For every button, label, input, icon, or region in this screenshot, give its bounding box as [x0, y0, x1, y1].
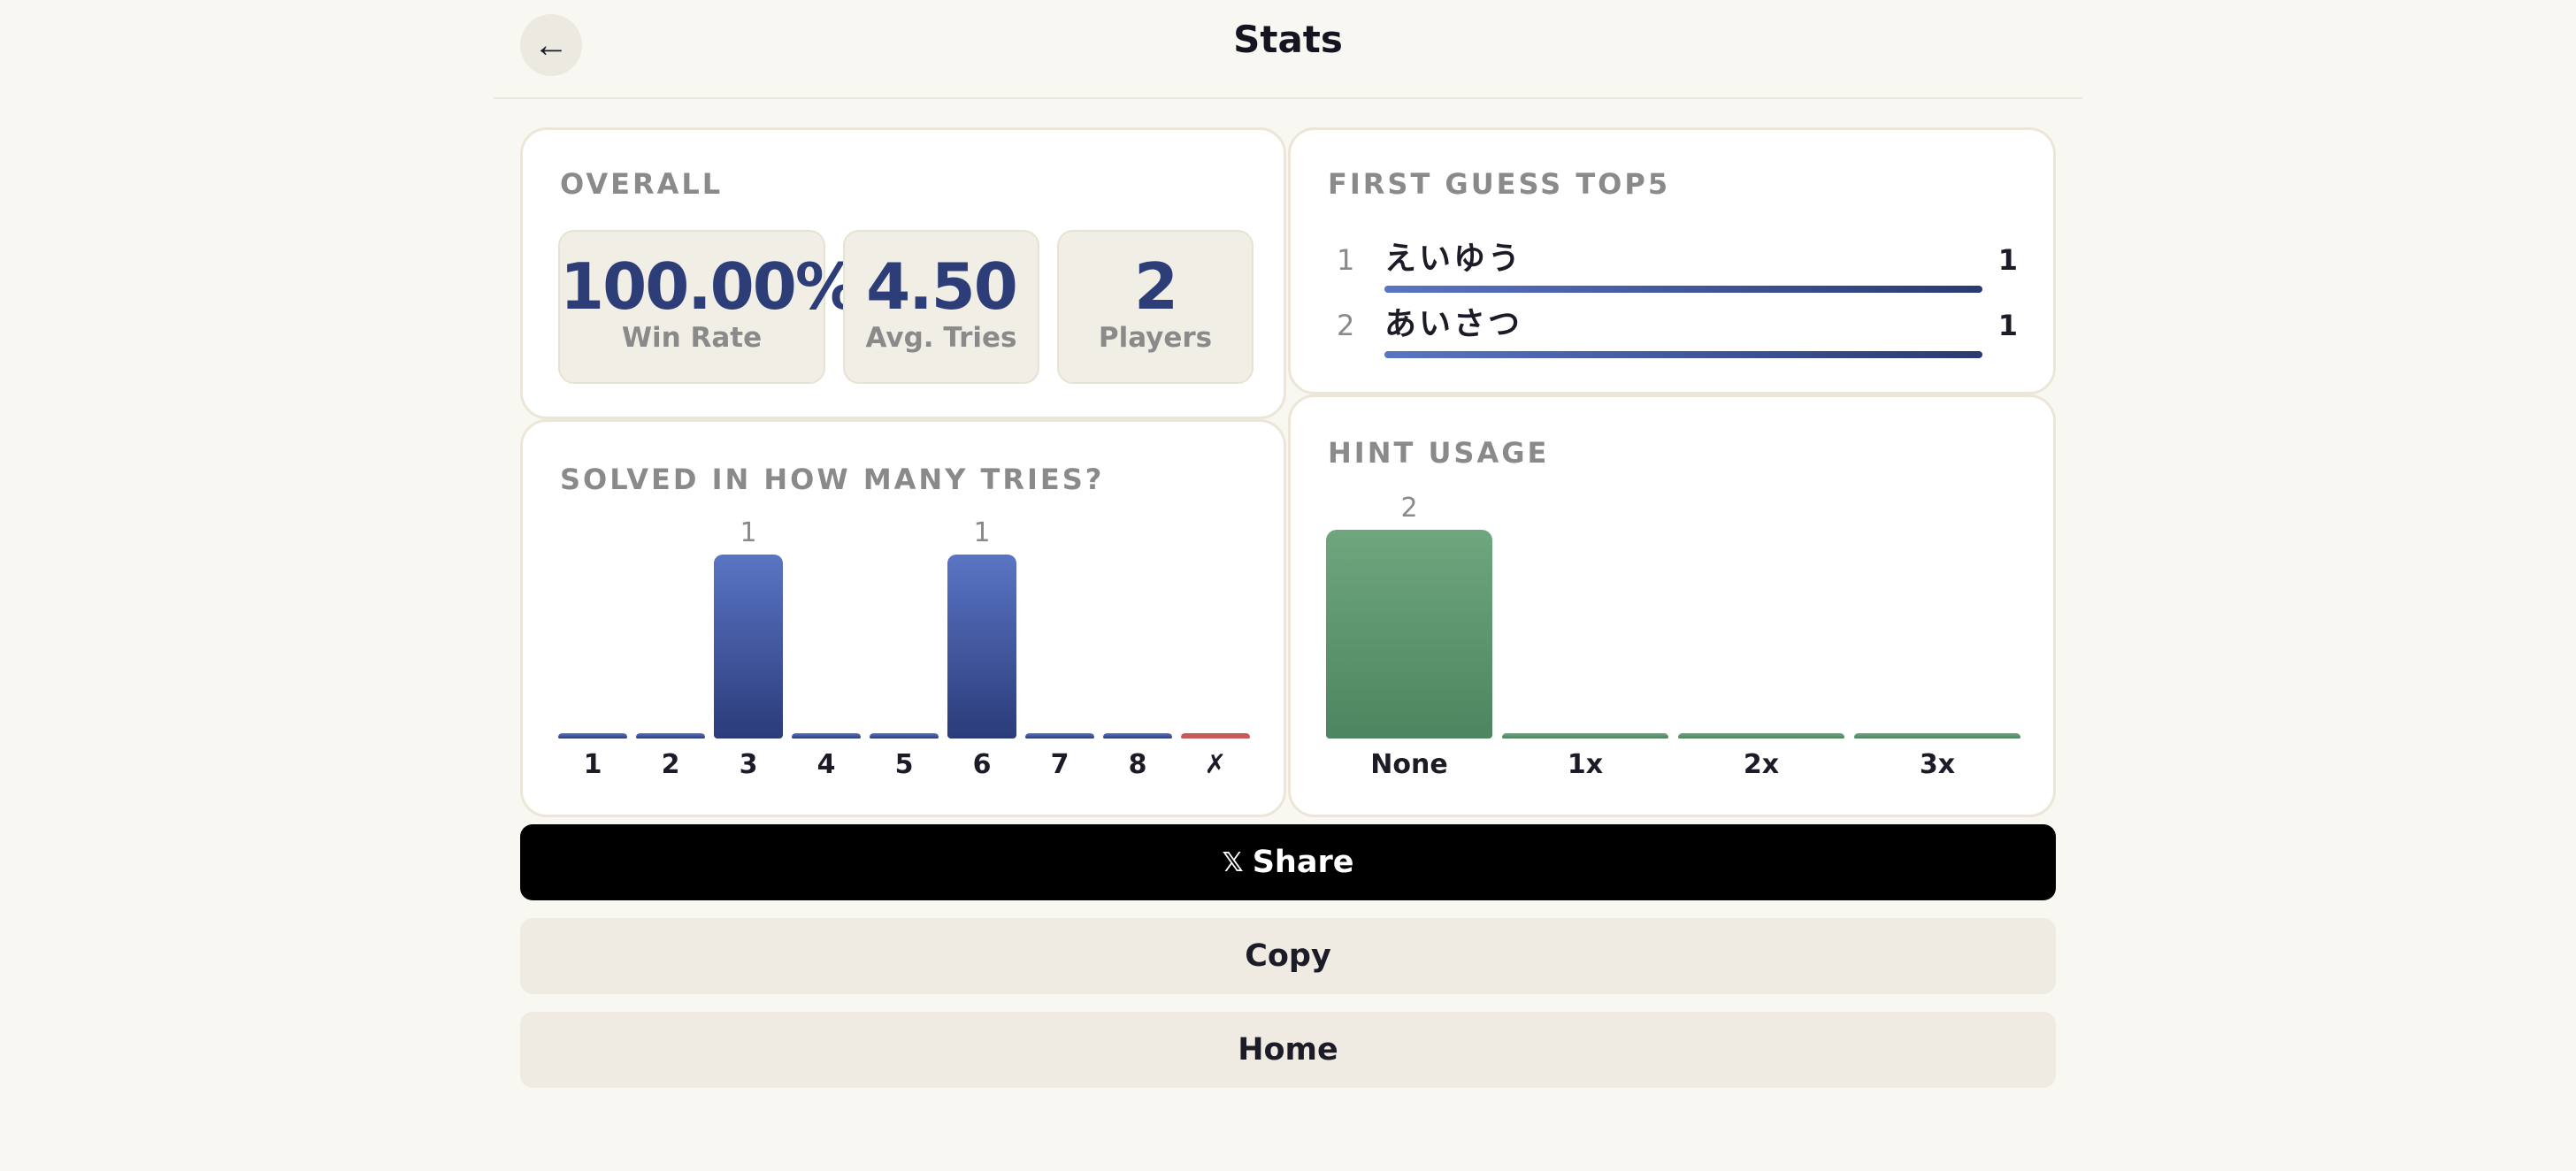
bar-category-label: 6: [972, 749, 992, 780]
x-logo-icon: 𝕏: [1222, 846, 1244, 878]
back-button[interactable]: ←: [520, 14, 582, 76]
guess-rank: 2: [1337, 309, 1355, 342]
bar-category-label: 3x: [1919, 749, 1956, 780]
bar-category-label: 7: [1050, 749, 1070, 780]
guess-bar: [1384, 286, 1982, 293]
bar-category-label: ✗: [1204, 749, 1227, 780]
bar-category-label: 8: [1128, 749, 1147, 780]
bar-category-label: None: [1370, 749, 1448, 780]
page-title: Stats: [1233, 18, 1343, 61]
overall-title: OVERALL: [560, 167, 724, 201]
copy-label: Copy: [1245, 938, 1331, 974]
share-label: Share: [1252, 845, 1354, 880]
bar-category-label: 2: [661, 749, 680, 780]
share-button[interactable]: 𝕏 Share: [520, 824, 2056, 900]
guess-bar: [1384, 351, 1982, 358]
bar-category-label: 3: [739, 749, 758, 780]
first-guess-card: FIRST GUESS TOP5 1 えいゆう 1 2 あいさつ 1: [1288, 127, 2056, 394]
chart-bar: [947, 555, 1016, 739]
chart-bar: [1502, 733, 1668, 739]
home-button[interactable]: Home: [520, 1012, 2056, 1088]
tries-title: SOLVED IN HOW MANY TRIES?: [560, 463, 1105, 496]
chart-bar: [792, 733, 861, 739]
hint-usage-title: HINT USAGE: [1328, 436, 1550, 470]
overall-card: OVERALL 100.00% Win Rate 4.50 Avg. Tries…: [520, 127, 1286, 419]
copy-button[interactable]: Copy: [520, 918, 2056, 994]
guess-rank: 1: [1337, 243, 1355, 277]
bar-category-label: 1: [583, 749, 602, 780]
win-rate-stat: 100.00% Win Rate: [558, 230, 859, 384]
win-rate-label: Win Rate: [621, 322, 763, 354]
bar-category-label: 4: [816, 749, 836, 780]
header: ← Stats: [494, 0, 2082, 99]
chart-bar: [636, 733, 705, 739]
players-value: 2: [1133, 249, 1178, 324]
chart-bar: [1025, 733, 1094, 739]
chart-bar: [1103, 733, 1172, 739]
first-guess-title: FIRST GUESS TOP5: [1328, 167, 1671, 201]
bar-value-label: 1: [973, 517, 991, 548]
chart-bar: [558, 733, 627, 739]
back-arrow-icon: ←: [533, 25, 569, 65]
tries-card: SOLVED IN HOW MANY TRIES? 1 2 1 3 4 5 1 6 7 8 ✗: [520, 419, 1286, 817]
players-label: Players: [1098, 322, 1213, 354]
chart-bar: [1326, 530, 1492, 739]
players-stat: 2 Players: [1057, 230, 1254, 384]
guess-count: 1: [1997, 309, 2018, 342]
hint-usage-card: HINT USAGE 2 None 1x 2x 3x: [1288, 394, 2056, 817]
bar-category-label: 5: [894, 749, 914, 780]
chart-bar: [870, 733, 939, 739]
avg-tries-label: Avg. Tries: [865, 322, 1017, 354]
guess-word: あいさつ: [1384, 306, 1523, 342]
avg-tries-stat: 4.50 Avg. Tries: [843, 230, 1039, 384]
guess-count: 1: [1997, 243, 2018, 277]
chart-bar: [1678, 733, 1844, 739]
chart-bar: [1854, 733, 2020, 739]
avg-tries-value: 4.50: [866, 249, 1018, 324]
guess-word: えいゆう: [1384, 241, 1523, 277]
chart-bar: [1181, 733, 1250, 739]
win-rate-value: 100.00%: [560, 249, 859, 324]
chart-bar: [714, 555, 783, 739]
bar-category-label: 1x: [1567, 749, 1604, 780]
home-label: Home: [1238, 1032, 1338, 1068]
bar-value-label: 1: [740, 517, 757, 548]
bar-category-label: 2x: [1743, 749, 1780, 780]
bar-value-label: 2: [1400, 493, 1418, 524]
